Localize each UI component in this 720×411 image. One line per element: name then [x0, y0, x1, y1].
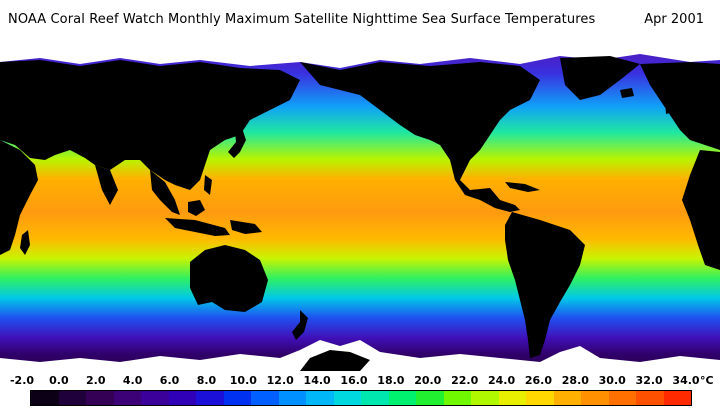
colorbar-swatch: [443, 391, 471, 405]
land-iceland: [620, 88, 634, 98]
colorbar-swatch: [251, 391, 279, 405]
legend-tick-label: 28.0: [561, 374, 589, 387]
colorbar-swatch: [498, 391, 526, 405]
colorbar-swatch: [553, 391, 581, 405]
legend-tick-label: 32.0: [635, 374, 663, 387]
colorbar-swatch: [141, 391, 169, 405]
land-madagascar: [20, 230, 30, 255]
land-caribbean: [505, 182, 540, 192]
land-europe: [640, 62, 720, 150]
land-philippines: [204, 175, 212, 195]
legend-tick-label: 0.0: [49, 374, 69, 387]
legend-tick-label: 18.0: [377, 374, 405, 387]
legend-tick-label: 24.0: [487, 374, 516, 387]
legend-tick-label: -2.0: [9, 374, 35, 387]
legend-tick-label: 16.0: [340, 374, 368, 387]
legend-tick-label: 8.0: [196, 374, 217, 387]
land-eurasia: [0, 60, 300, 190]
colorbar-swatch: [31, 391, 59, 405]
legend-tick-label: 6.0: [159, 374, 180, 387]
antarctica: [0, 340, 720, 371]
legend-tick-label: 12.0: [266, 374, 294, 387]
colorbar: [30, 390, 692, 406]
legend-tick-label: 14.0: [303, 374, 331, 387]
legend: -2.0 0.0 2.0 4.0 6.0 8.0 10.0 12.0 14.0 16.0 18.0 2…: [0, 371, 720, 411]
legend-tick-label: 34.0: [672, 374, 700, 387]
land-new-zealand: [292, 310, 308, 340]
land-indonesia: [165, 218, 230, 236]
land-greenland: [560, 56, 640, 100]
colorbar-swatch: [388, 391, 416, 405]
land-north-america: [300, 62, 540, 212]
colorbar-swatch: [416, 391, 444, 405]
colorbar-swatch: [581, 391, 609, 405]
colorbar-swatch: [113, 391, 141, 405]
colorbar-swatch: [58, 391, 86, 405]
colorbar-swatch: [526, 391, 554, 405]
land-south-america: [505, 212, 585, 358]
colorbar-swatch: [361, 391, 389, 405]
land-borneo: [188, 200, 205, 216]
colorbar-swatch: [636, 391, 664, 405]
land-japan: [228, 128, 246, 158]
legend-tick-label: 22.0: [451, 374, 479, 387]
land-sea-asia: [150, 170, 180, 215]
legend-tick-label: 30.0: [598, 374, 626, 387]
colorbar-swatch: [608, 391, 636, 405]
colorbar-swatch: [333, 391, 361, 405]
colorbar-swatch: [196, 391, 224, 405]
land-uk: [665, 98, 674, 114]
colorbar-swatch: [471, 391, 499, 405]
colorbar-swatch: [278, 391, 306, 405]
legend-tick-label: 10.0: [229, 374, 257, 387]
land-west-africa: [682, 150, 720, 270]
colorbar-swatch: [168, 391, 196, 405]
legend-tick-label: 2.0: [86, 374, 106, 387]
colorbar-swatch: [223, 391, 251, 405]
arctic-ice: [0, 40, 720, 68]
map-title: NOAA Coral Reef Watch Monthly Maximum Sa…: [8, 12, 596, 27]
title-bar: NOAA Coral Reef Watch Monthly Maximum Sa…: [0, 0, 720, 40]
antarctica-shelf: [300, 350, 370, 371]
colorbar-swatch: [306, 391, 334, 405]
land-africa: [0, 140, 38, 255]
land-new-guinea: [230, 220, 262, 234]
legend-tick-label: 26.0: [524, 374, 553, 387]
legend-tick-label: 4.0: [122, 374, 143, 387]
colorbar-swatch: [663, 391, 691, 405]
land-india: [95, 165, 118, 205]
colorbar-swatch: [86, 391, 114, 405]
land-australia: [190, 245, 268, 312]
legend-tick-label: 20.0: [414, 374, 442, 387]
map-date: Apr 2001: [644, 12, 704, 27]
sst-map: [0, 40, 720, 371]
legend-unit: °C: [700, 374, 714, 387]
